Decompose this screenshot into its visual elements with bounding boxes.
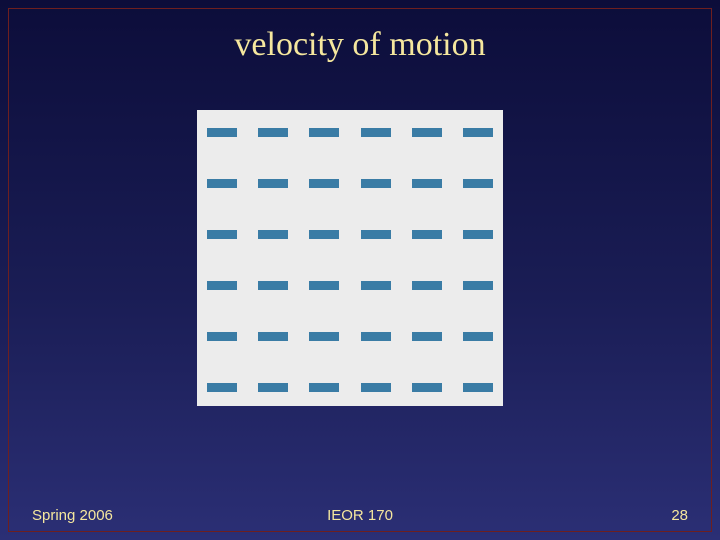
dash — [207, 383, 237, 392]
dash — [412, 383, 442, 392]
slide-title: velocity of motion — [0, 26, 720, 64]
dash — [207, 179, 237, 188]
dash — [361, 179, 391, 188]
dash — [412, 230, 442, 239]
footer-center: IEOR 170 — [0, 507, 720, 524]
dash — [412, 128, 442, 137]
dash — [361, 281, 391, 290]
slide: velocity of motion Spring 2006 IEOR 170 … — [0, 0, 720, 540]
dash — [207, 281, 237, 290]
dash — [207, 230, 237, 239]
dash — [309, 179, 339, 188]
dash — [361, 383, 391, 392]
dash — [412, 281, 442, 290]
dash — [258, 230, 288, 239]
dash — [463, 281, 493, 290]
dash — [463, 128, 493, 137]
dash — [463, 383, 493, 392]
dash — [309, 230, 339, 239]
dash — [207, 332, 237, 341]
dash — [258, 332, 288, 341]
dash — [463, 230, 493, 239]
dash — [412, 332, 442, 341]
dash — [463, 332, 493, 341]
dash — [258, 281, 288, 290]
dash — [207, 128, 237, 137]
footer-right: 28 — [671, 507, 688, 524]
dash — [412, 179, 442, 188]
dash — [361, 128, 391, 137]
dash — [258, 128, 288, 137]
dash — [309, 281, 339, 290]
dash — [258, 179, 288, 188]
dash — [361, 332, 391, 341]
dash — [309, 128, 339, 137]
dash-grid — [197, 110, 503, 406]
dash — [309, 332, 339, 341]
dash — [361, 230, 391, 239]
dash — [309, 383, 339, 392]
dash — [463, 179, 493, 188]
dash — [258, 383, 288, 392]
